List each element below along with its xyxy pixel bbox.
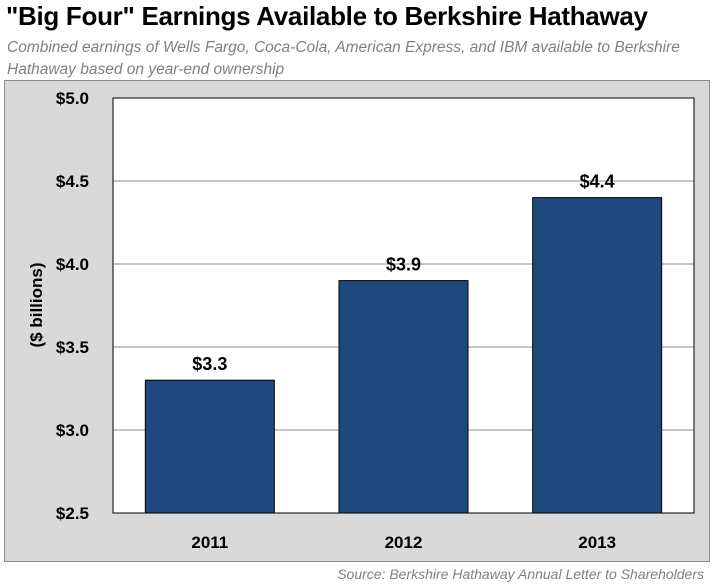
y-tick-label: $3.5 [56, 338, 89, 357]
data-label: $3.3 [192, 354, 227, 374]
plot-border [112, 97, 695, 514]
bar-2013 [532, 197, 663, 514]
bar-2011 [144, 379, 275, 514]
y-tick-label: $4.5 [56, 172, 89, 191]
y-tick-label: $2.5 [56, 504, 89, 523]
y-tick-label: $4.0 [56, 255, 89, 274]
y-tick-label: $5.0 [56, 89, 89, 108]
x-tick-label: 2011 [191, 533, 228, 552]
x-tick-label: 2013 [578, 533, 616, 552]
data-label: $4.4 [580, 172, 615, 192]
y-axis-label: ($ billions) [27, 263, 46, 348]
source-note: Source: Berkshire Hathaway Annual Letter… [337, 566, 704, 582]
chart-subtitle: Combined earnings of Wells Fargo, Coca-C… [7, 39, 680, 78]
bar-2012 [338, 280, 469, 514]
x-tick-label: 2012 [385, 533, 423, 552]
data-label: $3.9 [386, 255, 421, 275]
chart-title: "Big Four" Earnings Available to Berkshi… [6, 1, 648, 31]
y-tick-label: $3.0 [56, 421, 89, 440]
